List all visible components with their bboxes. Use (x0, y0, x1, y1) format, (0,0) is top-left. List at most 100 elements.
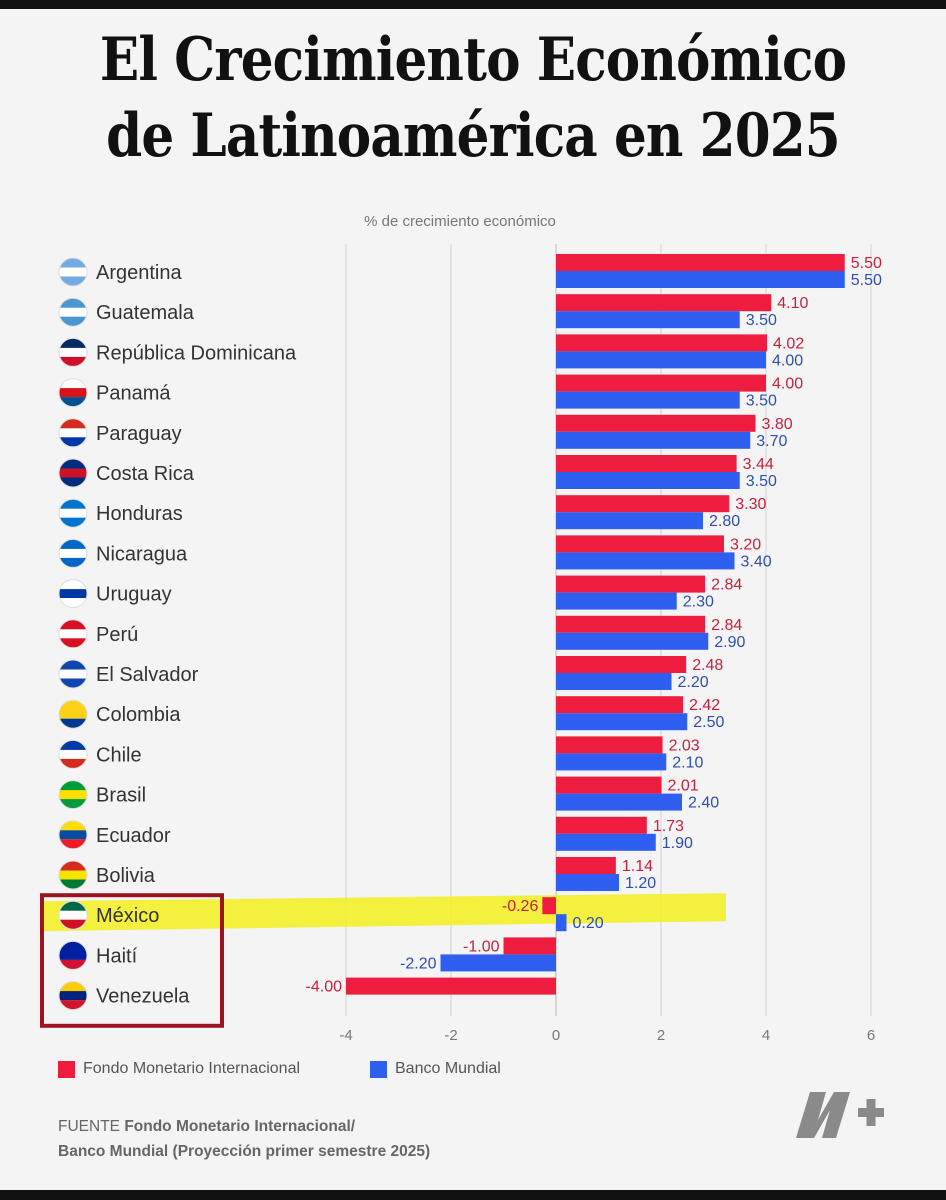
flag-icon (58, 699, 88, 729)
data-label-bm: 3.40 (741, 553, 772, 570)
flag-stripe (59, 919, 87, 930)
flag-stripe (59, 790, 87, 800)
data-label-bm: 3.50 (746, 312, 777, 329)
data-label-fmi: 1.14 (622, 858, 653, 875)
page-title: El Crecimiento Económico de Latinoaméric… (66, 22, 880, 174)
data-label-fmi: 3.30 (735, 496, 766, 513)
bar-fmi (556, 696, 684, 714)
category-label: Paraguay (96, 423, 182, 445)
flag-stripe (59, 718, 87, 729)
bar-bm (556, 914, 567, 932)
bar-bm (556, 351, 766, 369)
flag-stripe (59, 316, 87, 327)
category-label: Brasil (96, 785, 146, 807)
flag-icon (58, 257, 88, 287)
data-label-bm: 5.50 (851, 272, 882, 289)
bar-bm (556, 874, 619, 891)
data-label-fmi: -4.00 (306, 979, 343, 996)
x-tick-label: 2 (657, 1027, 665, 1044)
flag-stripe (59, 428, 87, 438)
flag-stripe (59, 397, 87, 407)
flag-stripe (59, 959, 87, 970)
bar-bm (556, 673, 672, 690)
data-label-bm: 2.50 (693, 714, 724, 731)
bottom-border (0, 1190, 946, 1200)
n-plus-logo-icon (796, 1092, 884, 1138)
x-tick-label: -4 (339, 1027, 352, 1044)
data-label-fmi: 2.03 (669, 737, 700, 754)
flag-stripe (59, 548, 87, 558)
flag-stripe (59, 267, 87, 277)
flag-stripe (59, 589, 87, 599)
flag-stripe (59, 901, 87, 912)
data-label-bm: 3.50 (746, 393, 777, 410)
data-label-fmi: 5.50 (851, 255, 882, 272)
category-label: Ecuador (96, 825, 171, 847)
bar-fmi (556, 535, 724, 553)
flag-stripe (59, 870, 87, 880)
flag-stripe (59, 660, 87, 670)
flag-stripe (59, 669, 87, 679)
flag-stripe (59, 740, 87, 751)
bar-fmi (556, 575, 706, 593)
bar-bm (556, 271, 845, 288)
flag-stripe (59, 477, 87, 487)
flag-stripe (59, 338, 87, 349)
bar-bm (556, 833, 656, 851)
data-label-fmi: 3.44 (743, 456, 774, 473)
data-label-fmi: 1.73 (653, 818, 684, 835)
legend-label-fmi: Fondo Monetario Internacional (83, 1060, 301, 1077)
data-label-bm: 4.00 (772, 352, 803, 369)
flag-stripe (59, 758, 87, 769)
flag-icon (58, 458, 88, 488)
data-label-fmi: -0.26 (502, 898, 539, 915)
data-label-fmi: 3.20 (730, 536, 761, 553)
flag-stripe (59, 508, 87, 518)
flag-stripe (59, 619, 87, 630)
category-label: Costa Rica (96, 463, 195, 485)
x-tick-label: 6 (867, 1027, 875, 1044)
flag-stripe (59, 378, 87, 389)
bar-fmi (556, 495, 730, 513)
bar-fmi (556, 455, 737, 472)
bar-bm (556, 552, 735, 570)
flag-stripe (59, 437, 87, 447)
category-label: Chile (96, 744, 142, 766)
bar-bm (556, 391, 740, 409)
x-tick-label: 0 (552, 1027, 560, 1044)
bar-bm (556, 472, 740, 489)
bar-fmi (556, 294, 772, 312)
category-label: Perú (96, 624, 138, 646)
data-label-bm: 3.50 (746, 473, 777, 490)
flag-stripe (59, 678, 87, 688)
x-tick-label: -2 (444, 1027, 457, 1044)
data-label-fmi: 2.84 (711, 617, 742, 634)
bar-bm (556, 632, 709, 650)
legend-item-fmi: Fondo Monetario Internacional (58, 1060, 300, 1078)
category-label: Venezuela (96, 986, 190, 1008)
flag-icon (58, 981, 88, 1011)
category-label: Argentina (96, 262, 182, 284)
flag-icon (58, 579, 88, 609)
category-label: República Dominicana (96, 342, 297, 364)
flag-stripe (59, 629, 87, 639)
data-label-bm: 2.90 (714, 634, 745, 651)
bar-bm (440, 954, 556, 972)
flag-stripe (59, 780, 87, 791)
source-prefix: FUENTE (58, 1118, 125, 1135)
flag-stripe (59, 418, 87, 429)
bar-fmi (556, 254, 845, 271)
bar-fmi (346, 977, 556, 995)
legend-swatch-blue (370, 1060, 387, 1078)
flag-stripe (59, 579, 87, 590)
data-label-bm: 1.90 (662, 835, 693, 852)
flag-stripe (59, 861, 87, 871)
flag-stripe (59, 307, 87, 317)
flag-icon (58, 900, 88, 930)
data-label-bm: 1.20 (625, 875, 656, 892)
bar-fmi (556, 736, 663, 754)
bar-fmi (503, 937, 556, 955)
legend-swatch-red (58, 1060, 75, 1078)
flag-stripe (59, 517, 87, 528)
flag-icon (58, 739, 88, 769)
